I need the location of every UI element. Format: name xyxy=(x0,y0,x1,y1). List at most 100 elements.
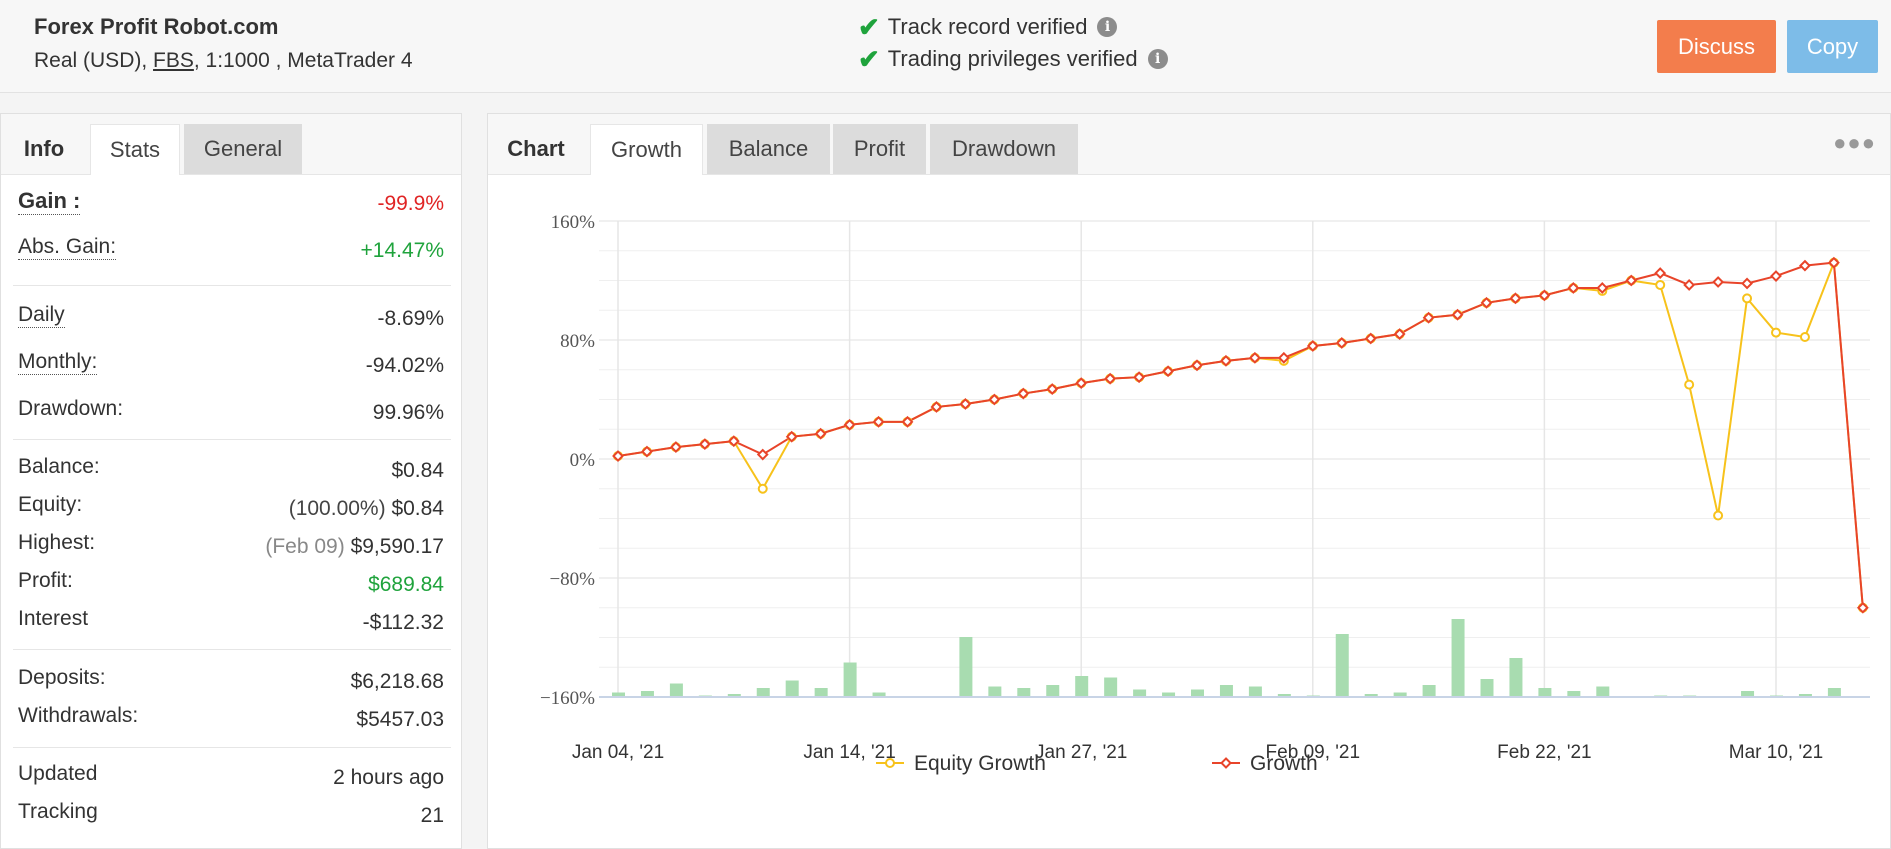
y-tick-label: 160% xyxy=(551,212,596,233)
volume-bar xyxy=(1393,692,1407,697)
growth-point xyxy=(785,430,798,443)
stat-value: $0.84 xyxy=(391,497,444,520)
tab-growth[interactable]: Growth xyxy=(590,124,703,175)
volume-bar xyxy=(1335,634,1349,697)
volume-bar xyxy=(1364,694,1378,697)
stat-value: $689.84 xyxy=(368,573,444,596)
growth-point xyxy=(1480,296,1493,309)
growth-point xyxy=(843,418,856,431)
copy-button[interactable]: Copy xyxy=(1787,20,1878,73)
growth-point xyxy=(641,445,653,458)
stat-label: Equity: xyxy=(18,493,83,516)
growth-point xyxy=(1075,377,1088,390)
stat-label: Balance: xyxy=(18,455,100,478)
chart-tabbar: Chart Growth Balance Profit Drawdown ●●● xyxy=(488,114,1890,175)
info-icon[interactable]: i xyxy=(1097,17,1118,37)
account-title[interactable]: Forex Profit Robot.com xyxy=(34,14,279,39)
stat-label[interactable]: Abs. Gain: xyxy=(18,235,117,260)
legend-equity-marker xyxy=(885,758,895,768)
stat-monthly: Monthly: -94.02% xyxy=(18,350,444,384)
volume-bar xyxy=(1741,691,1755,697)
stat-label: Highest: xyxy=(18,531,96,554)
equity-growth-point xyxy=(1655,279,1666,290)
growth-point xyxy=(1712,276,1725,288)
volume-bar xyxy=(1480,679,1494,697)
growth-point xyxy=(1509,292,1522,305)
stat-prefix: (100.00%) xyxy=(288,497,386,520)
leverage-platform: , 1:1000 , MetaTrader 4 xyxy=(193,49,413,72)
growth-point xyxy=(1451,308,1464,321)
stat-highest: Highest: (Feb 09) $9,590.17 xyxy=(18,531,444,565)
volume-bar xyxy=(872,692,886,697)
stat-label[interactable]: Monthly: xyxy=(18,350,98,375)
volume-bar xyxy=(1219,685,1233,697)
stat-value: $0.84 xyxy=(391,459,444,482)
growth-point xyxy=(1277,351,1290,364)
tab-profit[interactable]: Profit xyxy=(833,124,926,174)
volume-bar xyxy=(1798,694,1812,697)
trading-privileges-verified: ✔ Trading privileges verified i xyxy=(858,46,1168,72)
volume-bar xyxy=(843,662,857,697)
legend-growth-marker xyxy=(1220,757,1232,769)
volume-bar xyxy=(1277,694,1291,697)
volume-bar xyxy=(1075,676,1089,697)
stat-value: -94.02% xyxy=(365,354,444,377)
stat-profit: Profit: $689.84 xyxy=(18,569,444,603)
tab-chart[interactable]: Chart xyxy=(507,136,565,161)
x-tick-label: Feb 22, '21 xyxy=(1497,742,1591,763)
volume-bar xyxy=(1046,685,1060,697)
volume-bar xyxy=(756,688,770,697)
stat-value: $9,590.17 xyxy=(350,535,444,558)
stat-label: Profit: xyxy=(18,569,73,592)
stat-value: +14.47% xyxy=(360,239,445,262)
volume-bar xyxy=(1567,691,1581,697)
growth-point xyxy=(1191,359,1203,372)
stat-label: Tracking xyxy=(18,800,98,823)
growth-point xyxy=(1046,383,1059,396)
volume-bar xyxy=(988,686,1002,697)
growth-chart[interactable]: −160% −80% 0% 80% 160% Jan 04, '21 Jan 14, '21… xyxy=(488,174,1890,848)
stat-label[interactable]: Daily xyxy=(18,303,65,328)
more-options-icon[interactable]: ●●● xyxy=(1833,130,1876,155)
stat-drawdown: Drawdown: 99.96% xyxy=(18,397,444,431)
check-icon: ✔ xyxy=(858,44,880,74)
stats-panel: Info Stats General Gain : -99.9% Abs. Ga… xyxy=(0,113,462,849)
volume-bar xyxy=(1827,688,1841,697)
discuss-button[interactable]: Discuss xyxy=(1657,20,1776,73)
broker-link[interactable]: FBS xyxy=(153,49,194,72)
volume-bar xyxy=(612,692,625,697)
growth-point xyxy=(1162,365,1174,378)
volume-bar xyxy=(1596,686,1610,697)
growth-point xyxy=(1248,351,1261,364)
volume-bar xyxy=(1248,686,1262,697)
stat-prefix: (Feb 09) xyxy=(265,535,345,558)
check-icon: ✔ xyxy=(858,12,880,42)
equity-growth-point xyxy=(1771,327,1781,338)
stat-daily: Daily -8.69% xyxy=(18,303,444,337)
y-tick-label: −160% xyxy=(540,688,595,709)
x-tick-label: Jan 14, '21 xyxy=(803,742,895,763)
tab-info[interactable]: Info xyxy=(23,136,65,161)
growth-point xyxy=(1017,387,1030,400)
tab-general[interactable]: General xyxy=(184,124,302,174)
verification-label: Trading privileges verified xyxy=(887,46,1138,71)
volume-bar xyxy=(1133,689,1147,697)
stat-label[interactable]: Gain : xyxy=(18,188,81,215)
divider xyxy=(13,649,451,650)
tab-stats[interactable]: Stats xyxy=(90,124,180,175)
volume-bar xyxy=(640,691,654,697)
stat-value: 99.96% xyxy=(372,401,444,424)
stat-label: Deposits: xyxy=(18,666,106,689)
volume-bar xyxy=(1017,688,1031,697)
growth-point xyxy=(1335,337,1348,349)
growth-point xyxy=(1625,274,1638,287)
info-icon[interactable]: i xyxy=(1147,49,1168,69)
growth-point xyxy=(901,415,914,428)
tab-drawdown[interactable]: Drawdown xyxy=(930,124,1078,174)
tab-balance[interactable]: Balance xyxy=(707,124,830,174)
stat-withdrawals: Withdrawals: $5457.03 xyxy=(18,704,444,738)
growth-point xyxy=(1799,259,1811,272)
stat-value: $6,218.68 xyxy=(350,670,444,693)
growth-point xyxy=(1133,371,1146,384)
volume-bar xyxy=(1104,677,1118,697)
